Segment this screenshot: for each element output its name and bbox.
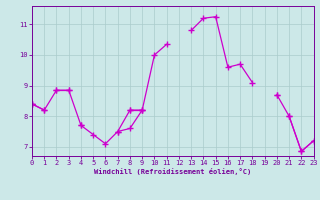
X-axis label: Windchill (Refroidissement éolien,°C): Windchill (Refroidissement éolien,°C) — [94, 168, 252, 175]
